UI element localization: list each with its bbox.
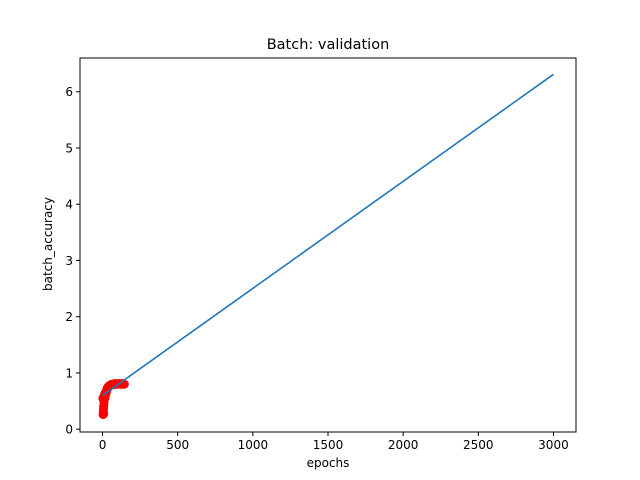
y-tick-label: 5: [65, 141, 73, 155]
y-tick-label: 2: [65, 310, 73, 324]
y-axis-ticks: 0 1 2 3 4 5 6: [65, 85, 80, 437]
trend-line: [102, 73, 554, 397]
x-tick-label: 2500: [463, 438, 494, 452]
x-axis-ticks: 0 500 1000 1500 2000 2500 3000: [99, 432, 569, 452]
x-tick-label: 500: [166, 438, 189, 452]
x-axis-label: epochs: [307, 456, 350, 470]
y-tick-label: 0: [65, 423, 73, 437]
data-point: [99, 408, 109, 418]
x-tick-label: 2000: [388, 438, 419, 452]
x-tick-label: 1000: [238, 438, 269, 452]
chart-title: Batch: validation: [267, 37, 390, 53]
data-point: [119, 379, 129, 389]
x-tick-label: 0: [99, 438, 107, 452]
y-tick-label: 6: [65, 85, 73, 99]
y-tick-label: 1: [65, 366, 73, 380]
y-tick-label: 3: [65, 254, 73, 268]
axes-frame: [79, 57, 577, 433]
x-tick-label: 3000: [538, 438, 569, 452]
y-tick-label: 4: [65, 198, 73, 212]
plot-area: [98, 73, 554, 420]
y-axis-label: batch_accuracy: [41, 197, 55, 291]
x-tick-label: 1500: [313, 438, 344, 452]
